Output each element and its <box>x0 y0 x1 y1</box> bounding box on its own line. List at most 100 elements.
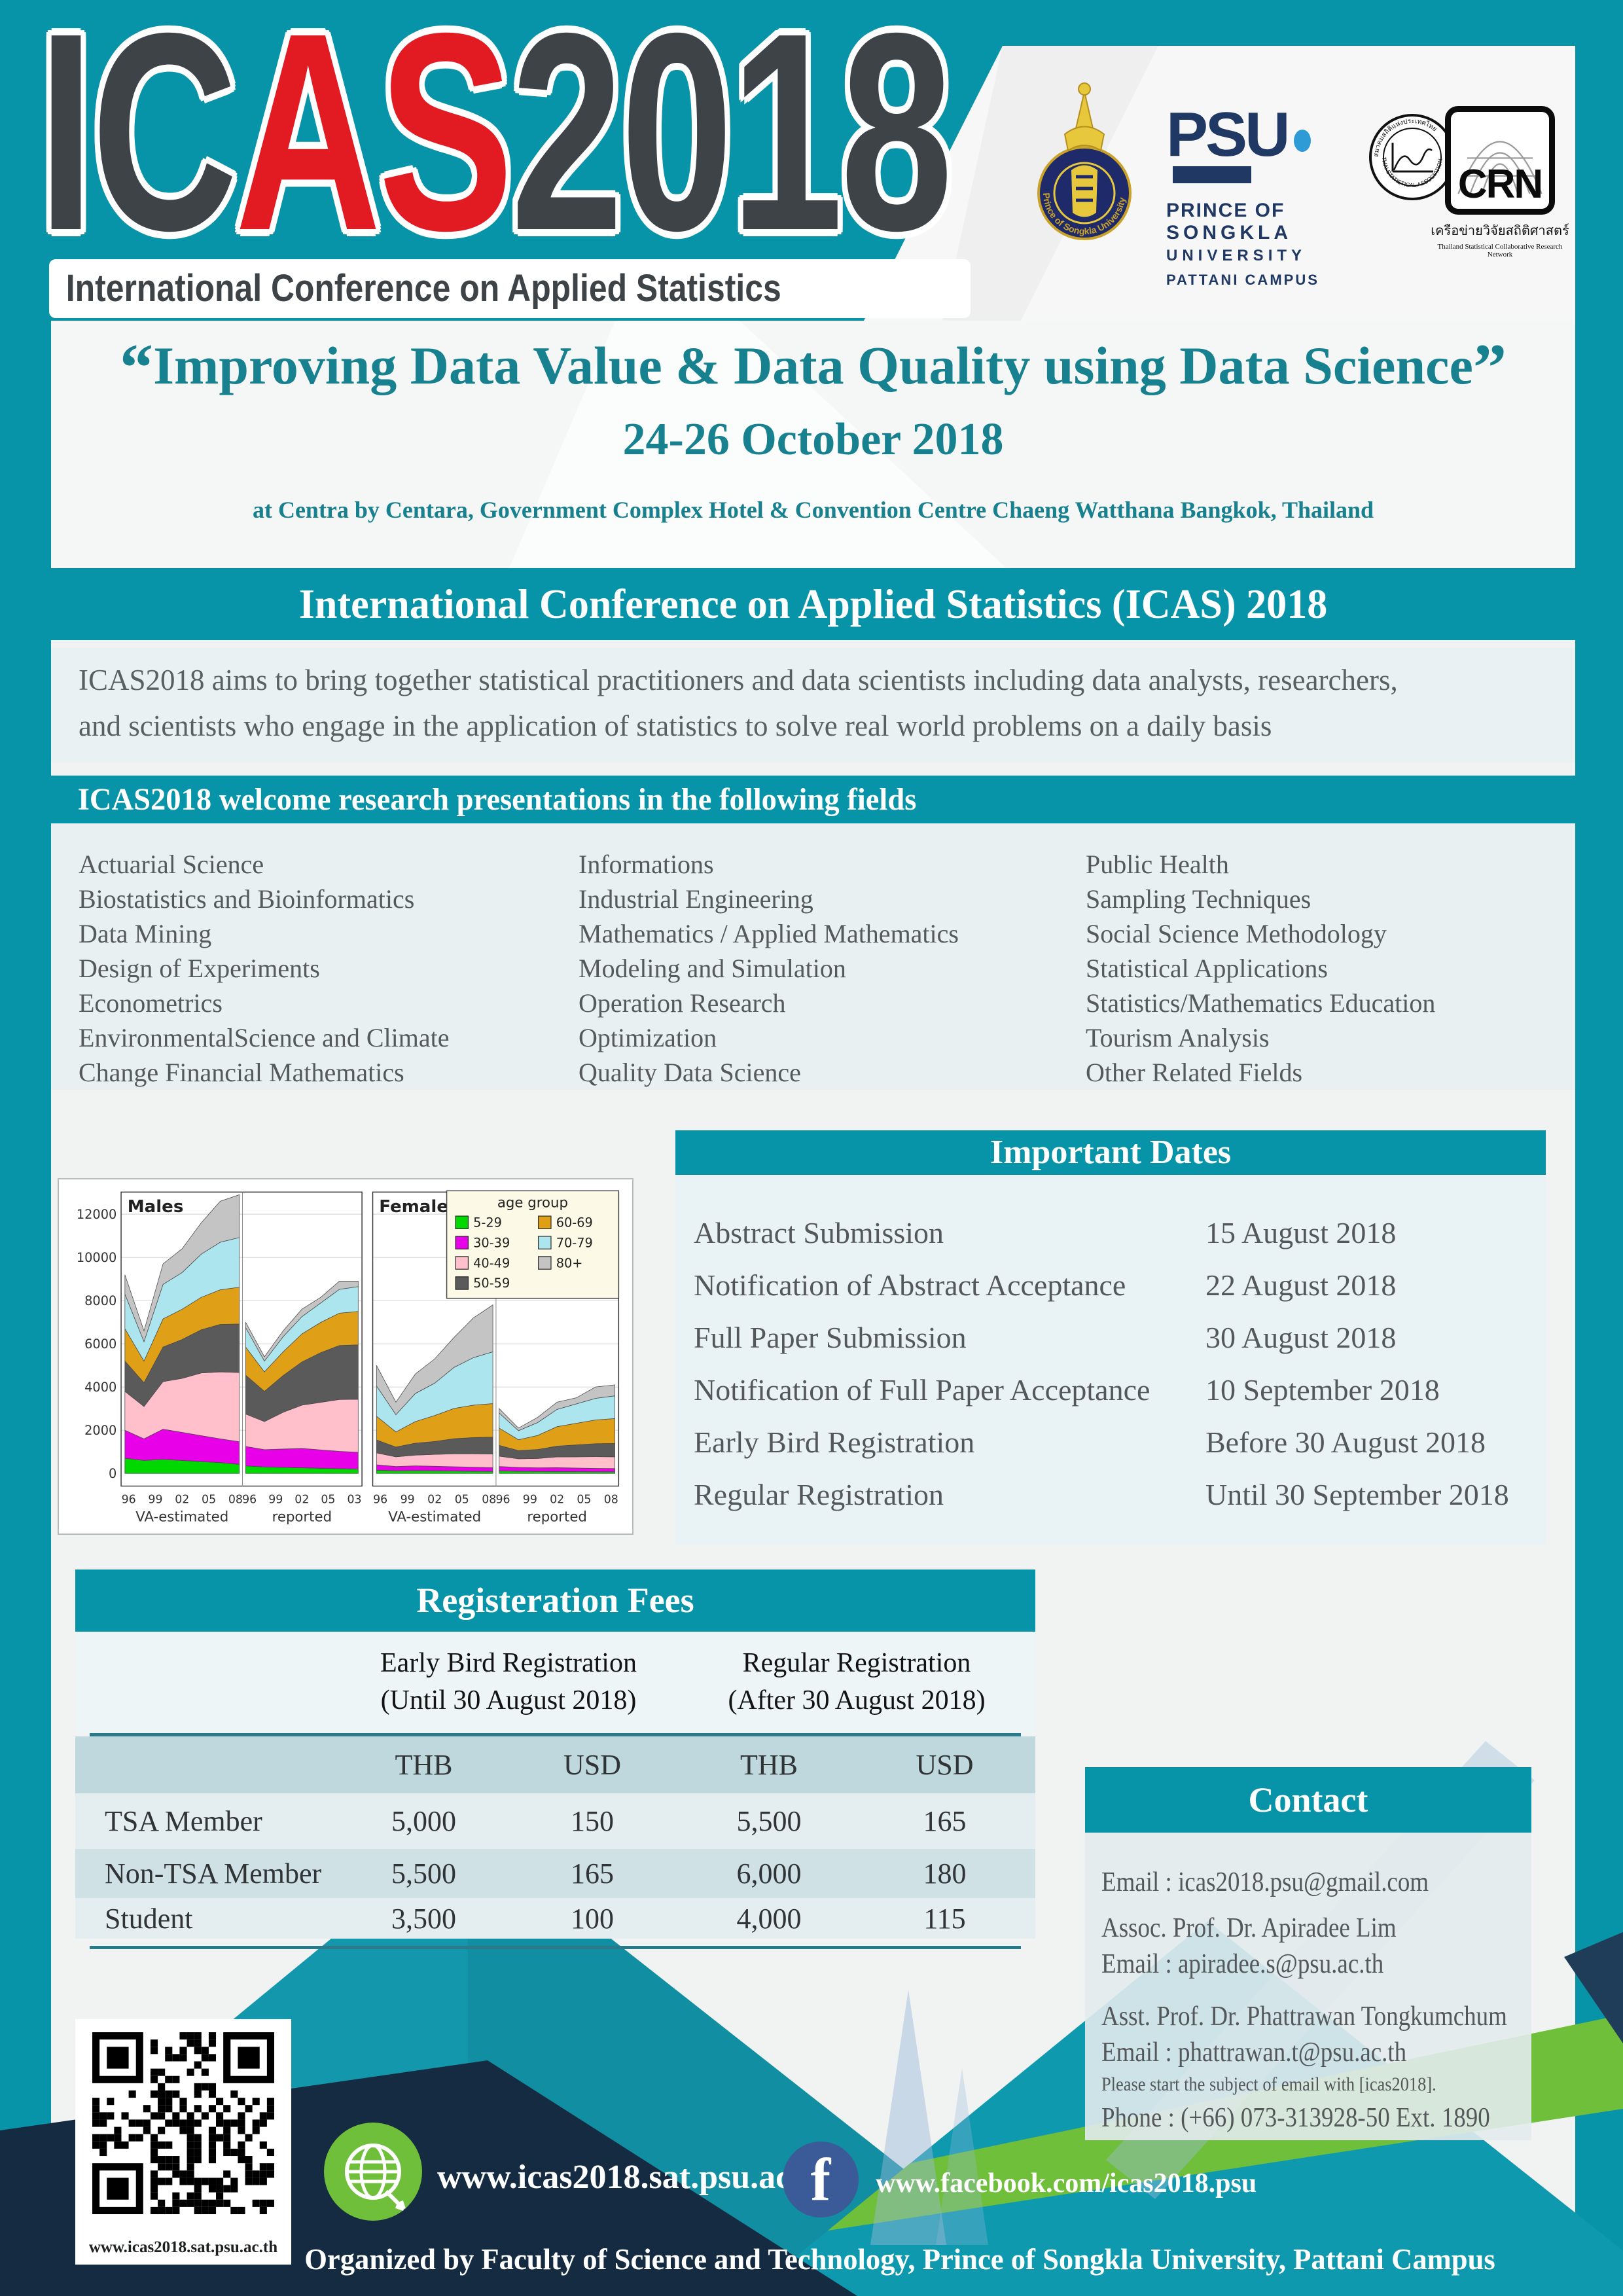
svg-text:Females: Females <box>379 1197 458 1217</box>
svg-text:80+: 80+ <box>556 1255 583 1270</box>
svg-text:99: 99 <box>401 1494 415 1507</box>
svg-text:10000: 10000 <box>77 1250 116 1265</box>
currency-header: THB <box>740 1749 798 1781</box>
fee-category: Student <box>105 1902 193 1935</box>
field-item: Econometrics <box>79 988 223 1018</box>
svg-text:VA-estimated: VA-estimated <box>135 1509 228 1526</box>
svg-text:reported: reported <box>272 1509 332 1526</box>
title-bar: International Conference on Applied Stat… <box>51 568 1575 640</box>
contact-person2-name: Asst. Prof. Dr. Phattrawan Tongkumchum <box>1101 2001 1507 2032</box>
early-bird-line2: (Until 30 August 2018) <box>380 1685 637 1715</box>
svg-text:05: 05 <box>202 1494 216 1507</box>
svg-text:4000: 4000 <box>84 1380 116 1395</box>
early-bird-line1: Early Bird Registration <box>380 1648 637 1678</box>
fee-value: 5,500 <box>391 1857 456 1890</box>
about-section: ICAS2018 aims to bring together statisti… <box>51 648 1575 762</box>
svg-text:6000: 6000 <box>84 1336 116 1352</box>
svg-text:96: 96 <box>242 1494 257 1507</box>
fee-category: TSA Member <box>105 1805 262 1837</box>
fee-value: 3,500 <box>391 1902 456 1935</box>
fee-value: 5,000 <box>391 1805 456 1837</box>
psu-line1: PRINCE OF <box>1166 200 1285 222</box>
field-item: Statistics/Mathematics Education <box>1086 988 1436 1018</box>
svg-text:02: 02 <box>550 1494 564 1507</box>
currency-header: USD <box>916 1749 974 1781</box>
fields-column-3: Public Health Sampling Techniques Social… <box>1086 847 1435 1090</box>
fees-table: Early Bird Registration (Until 30 August… <box>75 1632 1035 1959</box>
fee-value: 115 <box>923 1902 966 1935</box>
svg-text:08: 08 <box>482 1494 496 1507</box>
fees-title: Registeration Fees <box>416 1581 694 1620</box>
fields-heading-bar: ICAS2018 welcome research presentations … <box>51 776 1575 823</box>
field-item: Other Related Fields <box>1086 1058 1303 1087</box>
field-item: Quality Data Science <box>579 1058 801 1087</box>
svg-text:96: 96 <box>495 1494 510 1507</box>
svg-text:05: 05 <box>577 1494 591 1507</box>
svg-text:02: 02 <box>175 1494 189 1507</box>
field-item: Sampling Techniques <box>1086 884 1311 914</box>
svg-text:VA-estimated: VA-estimated <box>388 1509 481 1526</box>
fee-value: 150 <box>571 1805 614 1837</box>
date-label: Full Paper Submission <box>694 1321 967 1354</box>
field-item: Data Mining <box>79 919 212 948</box>
date-row: Notification of Full Paper Acceptance 10 … <box>675 1372 1546 1409</box>
facebook-icon[interactable]: f <box>783 2142 859 2217</box>
qr-caption: www.icas2018.sat.psu.ac.th <box>88 2238 278 2256</box>
svg-text:2000: 2000 <box>84 1423 116 1438</box>
svg-text:0: 0 <box>109 1466 116 1481</box>
svg-text:5-29: 5-29 <box>473 1215 502 1230</box>
field-item: Biostatistics and Bioinformatics <box>79 884 415 914</box>
contact-title: Contact <box>1248 1780 1368 1820</box>
field-item: Actuarial Science <box>79 850 264 879</box>
date-value: 15 August 2018 <box>1205 1216 1397 1249</box>
thai-statistical-association-seal: สมาคมสถิติแห่งประเทศไทย THAI STATISTICAL… <box>1369 114 1455 200</box>
svg-text:05: 05 <box>455 1494 469 1507</box>
svg-text:30-39: 30-39 <box>473 1235 510 1250</box>
crn-thai-line: เครือข่ายวิจัยสถิติศาสตร์ <box>1431 223 1569 238</box>
date-row: Notification of Abstract Acceptance 22 Au… <box>675 1268 1546 1304</box>
regular-group-header: Regular Registration (After 30 August 20… <box>683 1645 1030 1719</box>
facebook-url[interactable]: www.facebook.com/icas2018.psu <box>876 2168 1257 2198</box>
contact-email-general[interactable]: Email : icas2018.psu@gmail.com <box>1101 1867 1429 1897</box>
field-item: EnvironmentalScience and Climate <box>79 1023 450 1052</box>
website-url[interactable]: www.icas2018.sat.psu.ac.th <box>437 2159 830 2196</box>
field-item: Statistical Applications <box>1086 954 1328 983</box>
close-quote-mark: ” <box>1472 331 1507 405</box>
field-item: Public Health <box>1086 850 1229 879</box>
open-quote-mark: “ <box>119 331 154 405</box>
field-item: Tourism Analysis <box>1086 1023 1270 1052</box>
fee-value: 4,000 <box>736 1902 802 1935</box>
crn-logo: CRN เครือข่ายวิจัยสถิติศาสตร์ Thailand S… <box>1428 106 1572 259</box>
logotype-ic: IC <box>38 0 238 289</box>
date-value: 30 August 2018 <box>1205 1321 1397 1354</box>
psu-line3: UNIVERSITY <box>1166 247 1307 265</box>
psu-crest-logo: Prince of Songkla University <box>1037 82 1132 240</box>
currency-header: USD <box>563 1749 622 1781</box>
svg-text:40-49: 40-49 <box>473 1255 510 1270</box>
psu-acronym: PSU <box>1166 99 1290 170</box>
fields-column-2: Informations Industrial Engineering Math… <box>579 847 959 1090</box>
field-item: Industrial Engineering <box>579 884 813 914</box>
contact-panel: Email : icas2018.psu@gmail.com Assoc. Pr… <box>1085 1833 1531 2140</box>
fields-section: Actuarial Science Biostatistics and Bioi… <box>51 823 1575 1090</box>
table-bottom-border <box>90 1946 1021 1949</box>
date-value: 10 September 2018 <box>1205 1373 1440 1407</box>
contact-person1-email[interactable]: Email : apiradee.s@psu.ac.th <box>1101 1949 1384 1979</box>
quote-text: Improving Data Value & Data Quality usin… <box>153 336 1473 395</box>
svg-text:age group: age group <box>497 1195 568 1211</box>
date-label: Notification of Abstract Acceptance <box>694 1268 1126 1302</box>
website-globe-icon <box>324 2123 422 2221</box>
icas2018-logotype: ICAS2018 <box>38 0 953 273</box>
crn-acronym: CRN <box>1457 162 1543 207</box>
contact-header: Contact <box>1085 1767 1531 1833</box>
contact-person2-email[interactable]: Email : phattrawan.t@psu.ac.th <box>1101 2037 1407 2068</box>
crn-english-line: Thailand Statistical Collaborative Resea… <box>1437 243 1563 259</box>
about-line-2: and scientists who engage in the applica… <box>79 709 1272 742</box>
fees-row-tsa-member: TSA Member 5,000 150 5,500 165 <box>75 1793 1035 1849</box>
field-item: Modeling and Simulation <box>579 954 846 983</box>
svg-text:08: 08 <box>228 1494 243 1507</box>
svg-text:02: 02 <box>294 1494 309 1507</box>
date-label: Notification of Full Paper Acceptance <box>694 1373 1150 1407</box>
logotype-subtitle-box: International Conference on Applied Stat… <box>49 259 971 318</box>
